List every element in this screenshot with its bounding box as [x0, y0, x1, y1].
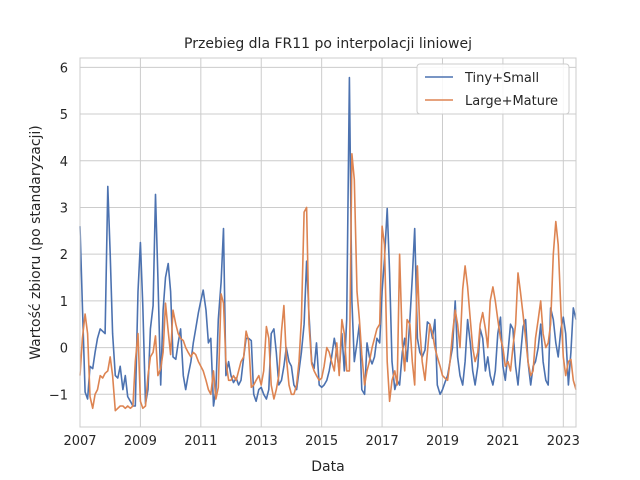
y-axis-title: Wartość zbioru (po standaryzacji) — [28, 125, 44, 360]
chart-title: Przebieg dla FR11 po interpolacji liniow… — [184, 36, 472, 52]
x-tick-label: 2021 — [486, 434, 519, 449]
y-tick-label: 6 — [60, 61, 68, 76]
y-tick-label: 4 — [60, 155, 68, 170]
series-line-large-mature — [79, 153, 577, 412]
x-tick-label: 2011 — [184, 434, 217, 449]
legend-label-tiny-small: Tiny+Small — [464, 71, 539, 86]
x-axis-ticks: 2007 2009 2011 2013 2015 2017 2019 2021 2023 — [63, 434, 579, 449]
y-tick-label: 1 — [60, 295, 68, 310]
legend: Tiny+Small Large+Mature — [416, 63, 570, 115]
x-tick-label: 2009 — [124, 434, 157, 449]
x-tick-label: 2015 — [305, 434, 338, 449]
y-tick-label: 3 — [60, 201, 68, 216]
x-tick-label: 2017 — [366, 434, 399, 449]
y-tick-label: −1 — [49, 388, 68, 403]
x-axis-title: Data — [311, 459, 344, 475]
x-tick-label: 2013 — [245, 434, 278, 449]
y-axis-ticks: −1 0 1 2 3 4 5 6 — [49, 61, 68, 403]
y-tick-label: 2 — [60, 248, 68, 263]
x-tick-label: 2023 — [547, 434, 580, 449]
y-tick-label: 5 — [60, 108, 68, 123]
y-tick-label: 0 — [60, 342, 68, 357]
series-line-tiny-small — [79, 76, 577, 407]
legend-label-large-mature: Large+Mature — [465, 94, 558, 109]
x-tick-label: 2019 — [426, 434, 459, 449]
legend-box — [416, 63, 570, 115]
plot-frame — [79, 57, 577, 428]
series-layer — [79, 76, 577, 412]
x-tick-label: 2007 — [63, 434, 96, 449]
